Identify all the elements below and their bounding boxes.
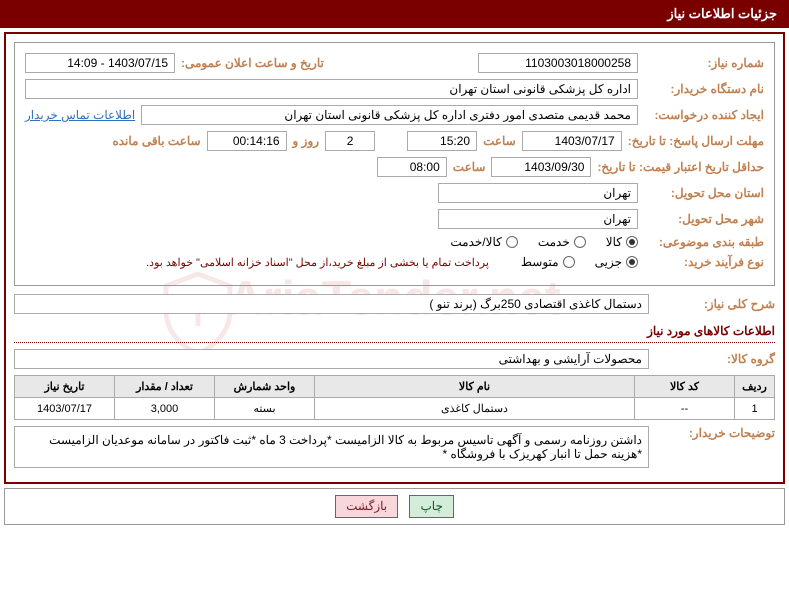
city-value: تهران xyxy=(438,209,638,229)
main-panel: شماره نیاز: 1103003018000258 تاریخ و ساع… xyxy=(4,32,785,484)
print-button[interactable]: چاپ xyxy=(409,495,453,518)
announce-label: تاریخ و ساعت اعلان عمومی: xyxy=(181,56,324,70)
validity-label: حداقل تاریخ اعتبار قیمت: تا تاریخ: xyxy=(597,160,764,174)
th-qty: تعداد / مقدار xyxy=(115,376,215,398)
td-code: -- xyxy=(635,398,735,420)
radio-medium-label: متوسط xyxy=(521,255,559,269)
payment-note: پرداخت تمام یا بخشی از مبلغ خرید،از محل … xyxy=(146,256,489,269)
need-no-value: 1103003018000258 xyxy=(478,53,638,73)
requester-value: محمد قدیمی متصدی امور دفتری اداره کل پزش… xyxy=(141,105,638,125)
buyer-notes-label: توضیحات خریدار: xyxy=(655,426,775,440)
th-name: نام کالا xyxy=(315,376,635,398)
category-radio-group: کالا خدمت کالا/خدمت xyxy=(450,235,638,249)
time-label-2: ساعت xyxy=(453,160,486,174)
goods-table: ردیف کد کالا نام کالا واحد شمارش تعداد /… xyxy=(14,375,775,420)
goods-group-label: گروه کالا: xyxy=(655,352,775,366)
days-remaining: 2 xyxy=(325,131,375,151)
goods-group-value: محصولات آرایشی و بهداشتی xyxy=(14,349,649,369)
radio-small-label: جزیی xyxy=(595,255,622,269)
goods-section-title: اطلاعات کالاهای مورد نیاز xyxy=(14,320,775,343)
category-label: طبقه بندی موضوعی: xyxy=(644,235,764,249)
province-label: استان محل تحویل: xyxy=(644,186,764,200)
radio-small[interactable] xyxy=(626,256,638,268)
td-row: 1 xyxy=(735,398,775,420)
province-value: تهران xyxy=(438,183,638,203)
days-and-label: روز و xyxy=(293,134,320,148)
buyer-notes-value: داشتن روزنامه رسمی و آگهی تاسیس مربوط به… xyxy=(14,426,649,468)
desc-label: شرح کلی نیاز: xyxy=(655,297,775,311)
desc-value: دستمال کاغذی اقتصادی 250برگ (برند تنو ) xyxy=(14,294,649,314)
details-section: شماره نیاز: 1103003018000258 تاریخ و ساع… xyxy=(14,42,775,286)
table-row: 1 -- دستمال کاغذی بسته 3,000 1403/07/17 xyxy=(15,398,775,420)
contact-link[interactable]: اطلاعات تماس خریدار xyxy=(25,108,135,122)
panel-title: جزئیات اطلاعات نیاز xyxy=(667,6,777,21)
radio-service-label: خدمت xyxy=(538,235,570,249)
announce-value: 1403/07/15 - 14:09 xyxy=(25,53,175,73)
back-button[interactable]: بازگشت xyxy=(335,495,398,518)
th-code: کد کالا xyxy=(635,376,735,398)
th-row: ردیف xyxy=(735,376,775,398)
remaining-suffix: ساعت باقی مانده xyxy=(112,134,200,148)
validity-time: 08:00 xyxy=(377,157,447,177)
th-unit: واحد شمارش xyxy=(215,376,315,398)
reply-time-value: 15:20 xyxy=(407,131,477,151)
radio-medium[interactable] xyxy=(563,256,575,268)
th-date: تاریخ نیاز xyxy=(15,376,115,398)
panel-header: جزئیات اطلاعات نیاز xyxy=(0,0,789,28)
radio-both-label: کالا/خدمت xyxy=(450,235,501,249)
validity-date: 1403/09/30 xyxy=(491,157,591,177)
radio-kala-label: کالا xyxy=(606,235,622,249)
radio-both[interactable] xyxy=(506,236,518,248)
button-bar: چاپ بازگشت xyxy=(4,488,785,525)
time-label-1: ساعت xyxy=(483,134,516,148)
requester-label: ایجاد کننده درخواست: xyxy=(644,108,764,122)
hours-remaining: 00:14:16 xyxy=(207,131,287,151)
radio-service[interactable] xyxy=(574,236,586,248)
reply-deadline-label: مهلت ارسال پاسخ: تا تاریخ: xyxy=(628,134,764,148)
td-unit: بسته xyxy=(215,398,315,420)
td-qty: 3,000 xyxy=(115,398,215,420)
process-radio-group: جزیی متوسط xyxy=(521,255,638,269)
buyer-org-value: اداره کل پزشکی قانونی استان تهران xyxy=(25,79,638,99)
need-no-label: شماره نیاز: xyxy=(644,56,764,70)
city-label: شهر محل تحویل: xyxy=(644,212,764,226)
td-date: 1403/07/17 xyxy=(15,398,115,420)
reply-date-value: 1403/07/17 xyxy=(522,131,622,151)
process-label: نوع فرآیند خرید: xyxy=(644,255,764,269)
td-name: دستمال کاغذی xyxy=(315,398,635,420)
radio-kala[interactable] xyxy=(626,236,638,248)
buyer-org-label: نام دستگاه خریدار: xyxy=(644,82,764,96)
